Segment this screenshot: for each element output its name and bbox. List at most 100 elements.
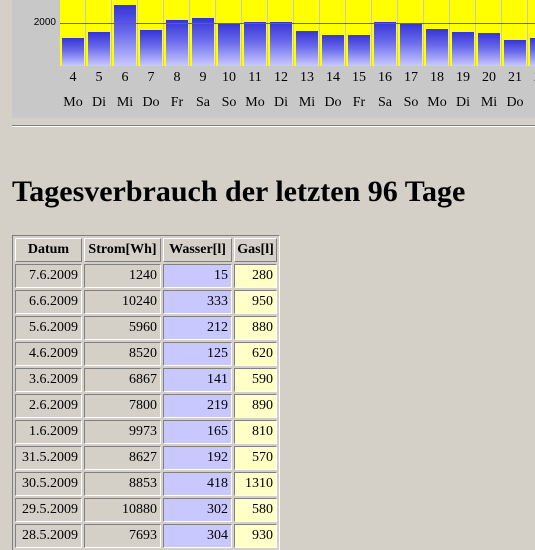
table-row: 4.6.2009 8520 125 620 <box>15 342 277 366</box>
cell-date: 2.6.2009 <box>15 394 82 418</box>
chart-column-separator <box>423 0 424 66</box>
cell-water-l: 141 <box>163 368 232 392</box>
table-row: 7.6.2009 1240 15 280 <box>15 264 277 288</box>
x-tick-weekday-label: Fr <box>528 95 535 111</box>
chart-bar <box>88 32 110 66</box>
table-row: 1.6.2009 9973 165 810 <box>15 420 277 444</box>
chart-column-separator <box>501 0 502 66</box>
cell-water-l: 333 <box>163 290 232 314</box>
x-tick-day-label: 14 <box>326 70 340 85</box>
chart-column-separator <box>85 0 86 66</box>
x-tick-day-label: 15 <box>352 70 366 85</box>
chart-column-separator <box>449 0 450 66</box>
cell-gas-l: 280 <box>234 264 277 288</box>
cell-gas-l: 580 <box>234 498 277 522</box>
chart-column-separator <box>241 0 242 66</box>
x-tick-day-label: 6 <box>121 70 129 85</box>
x-tick-day-label: 18 <box>430 70 444 85</box>
chart-column-separator <box>319 0 320 66</box>
x-tick-weekday-label: Di <box>274 95 288 110</box>
chart-bar <box>530 38 535 66</box>
table-header-row: Datum Strom[Wh] Wasser[l] Gas[l] <box>15 238 277 262</box>
x-tick-weekday-label: So <box>221 95 237 110</box>
chart-bar <box>244 22 266 66</box>
x-tick-weekday-label: Mi <box>298 95 316 110</box>
cell-date: 30.5.2009 <box>15 472 82 496</box>
cell-water-l: 418 <box>163 472 232 496</box>
chart-column-separator <box>163 0 164 66</box>
cell-electricity-wh: 10240 <box>84 290 161 314</box>
cell-gas-l: 810 <box>234 420 277 444</box>
cell-water-l: 15 <box>163 264 232 288</box>
header-electricity: Strom[Wh] <box>84 238 161 262</box>
daily-consumption-chart: 2000 4 Mo 5 Di 6 Mi 7 Do 8 Fr 9 Sa 10 So 11 Mo 12 Di 13 Mi 1… <box>12 0 535 118</box>
daily-consumption-table-frame: Datum Strom[Wh] Wasser[l] Gas[l] 7.6.200… <box>12 235 280 550</box>
cell-electricity-wh: 9973 <box>84 420 161 444</box>
header-water: Wasser[l] <box>163 238 232 262</box>
cell-water-l: 212 <box>163 316 232 340</box>
table-row: 30.5.2009 8853 418 1310 <box>15 472 277 496</box>
cell-gas-l: 590 <box>234 368 277 392</box>
cell-gas-l: 880 <box>234 316 277 340</box>
table-row: 5.6.2009 5960 212 880 <box>15 316 277 340</box>
chart-plot-area <box>60 0 535 66</box>
cell-date: 5.6.2009 <box>15 316 82 340</box>
x-tick-day-label: 17 <box>404 70 418 85</box>
daily-consumption-table: Datum Strom[Wh] Wasser[l] Gas[l] 7.6.200… <box>13 236 279 550</box>
cell-electricity-wh: 7693 <box>84 524 161 548</box>
chart-bar <box>452 32 474 66</box>
x-tick-day-label: 19 <box>456 70 470 85</box>
x-tick-weekday-label: Fr <box>170 95 184 110</box>
chart-column-separator <box>215 0 216 66</box>
table-row: 6.6.2009 10240 333 950 <box>15 290 277 314</box>
cell-date: 1.6.2009 <box>15 420 82 444</box>
horizontal-rule <box>12 125 535 127</box>
x-tick-day-label: 9 <box>199 70 207 85</box>
chart-bar <box>270 22 292 66</box>
y-axis-tick-label: 2000 <box>33 17 56 28</box>
x-tick-weekday-label: Do <box>142 95 160 110</box>
header-date: Datum <box>15 238 82 262</box>
chart-bar <box>166 20 188 66</box>
cell-date: 4.6.2009 <box>15 342 82 366</box>
cell-date: 28.5.2009 <box>15 524 82 548</box>
cell-electricity-wh: 7800 <box>84 394 161 418</box>
chart-column-separator <box>475 0 476 66</box>
x-tick-day-label: 22 <box>528 70 535 86</box>
cell-electricity-wh: 6867 <box>84 368 161 392</box>
x-tick-weekday-label: Sa <box>378 95 392 110</box>
chart-bar <box>218 23 240 66</box>
cell-electricity-wh: 5960 <box>84 316 161 340</box>
x-tick-day-label: 12 <box>274 70 288 85</box>
cell-water-l: 125 <box>163 342 232 366</box>
cell-water-l: 304 <box>163 524 232 548</box>
x-tick-weekday-label: Mo <box>427 95 447 110</box>
x-tick-day-label: 13 <box>300 70 314 85</box>
chart-column-separator <box>371 0 372 66</box>
x-tick-day-label: 20 <box>482 70 496 85</box>
x-tick-day-label: 16 <box>378 70 392 85</box>
chart-bar <box>192 18 214 66</box>
chart-bar <box>140 30 162 66</box>
chart-bar <box>374 22 396 66</box>
chart-bar <box>426 29 448 66</box>
table-row: 28.5.2009 7693 304 930 <box>15 524 277 548</box>
x-tick-weekday-label: Di <box>92 95 106 110</box>
chart-bar <box>478 33 500 66</box>
cell-electricity-wh: 1240 <box>84 264 161 288</box>
chart-gridline <box>60 23 535 24</box>
chart-bar <box>400 23 422 66</box>
chart-column-separator <box>293 0 294 66</box>
x-tick-day-label: 5 <box>95 70 103 85</box>
table-row: 3.6.2009 6867 141 590 <box>15 368 277 392</box>
x-tick-weekday-label: Mi <box>116 95 134 110</box>
chart-column-separator <box>111 0 112 66</box>
table-row: 31.5.2009 8627 192 570 <box>15 446 277 470</box>
cell-gas-l: 930 <box>234 524 277 548</box>
cell-water-l: 302 <box>163 498 232 522</box>
chart-column-separator <box>397 0 398 66</box>
chart-column-separator <box>345 0 346 66</box>
cell-date: 7.6.2009 <box>15 264 82 288</box>
cell-gas-l: 620 <box>234 342 277 366</box>
chart-bar <box>296 31 318 66</box>
